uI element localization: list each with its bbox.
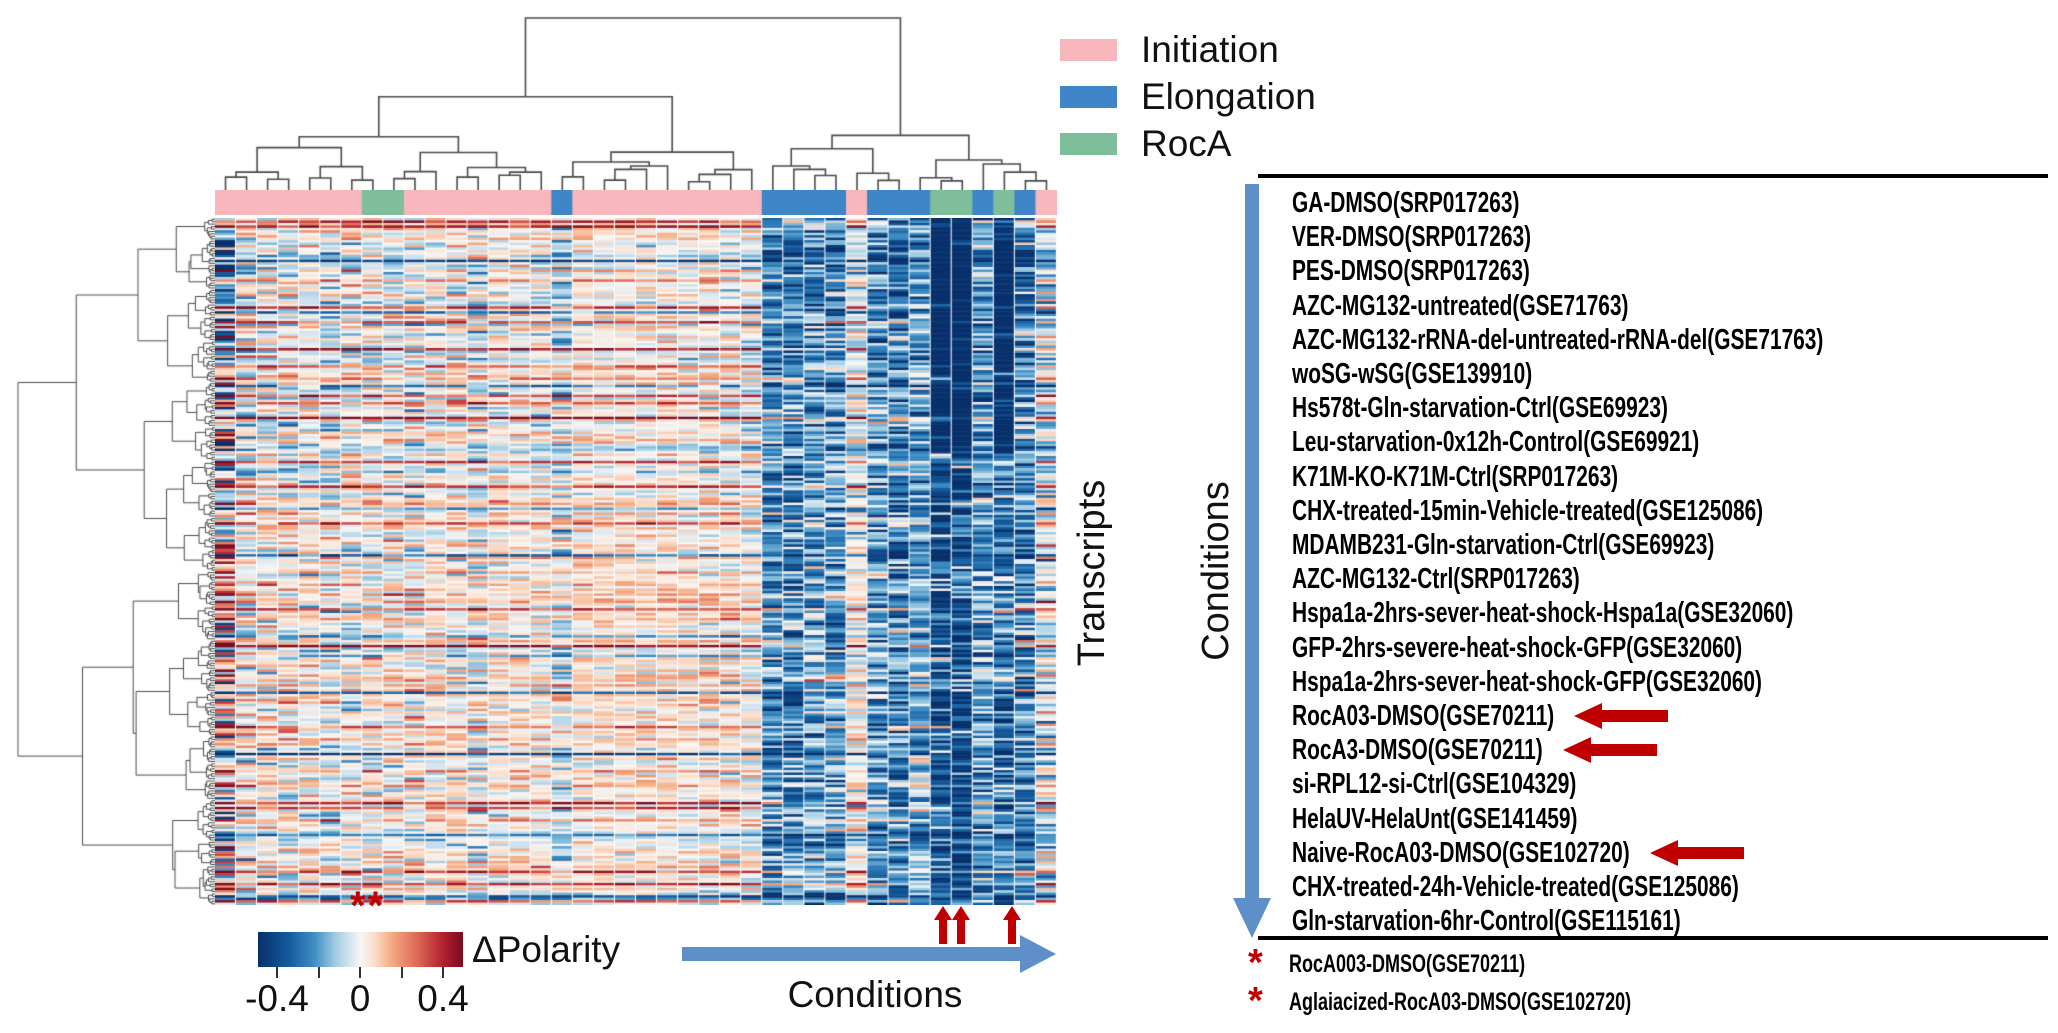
condition-label: GA-DMSO(SRP017263) — [1292, 187, 1520, 219]
condition-list-item: AZC-MG132-Ctrl(SRP017263) — [1292, 562, 1692, 596]
starred-condition-row: Aglaiacized-RocA03-DMSO(GSE102720) — [1289, 988, 1764, 1017]
conditions-axis-label-bottom: Conditions — [787, 974, 963, 1015]
condition-list-bottom-rule — [1258, 936, 2048, 940]
colorbar-tick — [318, 967, 320, 978]
condition-label: VER-DMSO(SRP017263) — [1292, 221, 1532, 254]
condition-list-item: GFP-2hrs-severe-heat-shock-GFP(GSE32060) — [1292, 631, 1917, 665]
condition-label: AZC-MG132-Ctrl(SRP017263) — [1292, 563, 1580, 596]
column-dendrogram — [215, 8, 1057, 190]
condition-list-item: Hspa1a-2hrs-sever-heat-shock-Hspa1a(GSE3… — [1292, 596, 1988, 630]
condition-list-item: Gln-starvation-6hr-Control(GSE115161) — [1292, 904, 1832, 938]
condition-label: si-RPL12-si-Ctrl(GSE104329) — [1292, 768, 1577, 801]
transcripts-axis-label: Transcripts — [1070, 479, 1113, 667]
significance-star-icon: * — [1248, 942, 1263, 984]
condition-label: woSG-wSG(GSE139910) — [1292, 358, 1533, 390]
significance-star-icon: * — [1248, 980, 1263, 1022]
legend-label-roca: RocA — [1141, 123, 1232, 164]
condition-label: PES-DMSO(SRP017263) — [1292, 255, 1530, 288]
condition-label: Gln-starvation-6hr-Control(GSE115161) — [1292, 905, 1681, 938]
starred-condition-row: RocA003-DMSO(GSE70211) — [1289, 950, 1617, 979]
condition-list-item: RocA3-DMSO(GSE70211) — [1292, 733, 1657, 767]
highlight-left-arrow-icon — [1574, 703, 1669, 729]
condition-label: RocA3-DMSO(GSE70211) — [1292, 734, 1543, 767]
roca-swatch-icon — [1060, 133, 1117, 155]
initiation-swatch-icon — [1060, 39, 1117, 61]
colorbar-gradient — [258, 932, 463, 967]
condition-list-item: AZC-MG132-rRNA-del-untreated-rRNA-del(GS… — [1292, 323, 2030, 357]
highlight-up-arrow-icon — [1003, 906, 1021, 944]
highlight-left-arrow-icon — [1649, 839, 1744, 866]
condition-list-item: PES-DMSO(SRP017263) — [1292, 254, 1622, 288]
colorbar-tick-label-max: 0.4 — [417, 978, 469, 1019]
highlight-left-arrow-icon — [1562, 737, 1657, 764]
condition-label: RocA03-DMSO(GSE70211) — [1292, 700, 1555, 732]
condition-list-item: Hs578t-Gln-starvation-Ctrl(GSE69923) — [1292, 391, 1814, 425]
row-dendrogram — [10, 218, 215, 905]
condition-label: K71M-KO-K71M-Ctrl(SRP017263) — [1292, 460, 1619, 493]
legend-item-roca: RocA — [1060, 123, 1231, 165]
colorbar-significance-marks: ** — [350, 884, 386, 928]
heatmap-canvas — [215, 218, 1057, 905]
condition-label: HelaUV-HelaUnt(GSE141459) — [1292, 802, 1578, 835]
conditions-flow-arrow-right-icon — [682, 935, 1056, 973]
condition-list-item: HelaUV-HelaUnt(GSE141459) — [1292, 802, 1689, 836]
condition-list-item: CHX-treated-24h-Vehicle-treated(GSE12508… — [1292, 870, 1913, 904]
condition-list-top-rule — [1258, 174, 2048, 178]
starred-condition-label: Aglaiacized-RocA03-DMSO(GSE102720) — [1289, 988, 1632, 1016]
starred-condition-label: RocA003-DMSO(GSE70211) — [1289, 950, 1526, 978]
condition-list-item: si-RPL12-si-Ctrl(GSE104329) — [1292, 767, 1687, 801]
condition-label: Hspa1a-2hrs-sever-heat-shock-GFP(GSE3206… — [1292, 665, 1763, 698]
condition-list-item: MDAMB231-Gln-starvation-Ctrl(GSE69923) — [1292, 528, 1879, 562]
legend-label-initiation: Initiation — [1141, 29, 1279, 70]
colorbar-tick-label-min: -0.4 — [245, 978, 309, 1019]
condition-label: MDAMB231-Gln-starvation-Ctrl(GSE69923) — [1292, 529, 1715, 561]
condition-list-item: GA-DMSO(SRP017263) — [1292, 186, 1608, 220]
condition-list-item: Naive-RocA03-DMSO(GSE102720) — [1292, 836, 1761, 870]
highlight-up-arrow-icon — [952, 906, 970, 944]
legend-item-initiation: Initiation — [1060, 29, 1279, 71]
highlight-up-arrow-icon — [934, 906, 952, 944]
condition-list-item: CHX-treated-15min-Vehicle-treated(GSE125… — [1292, 494, 1946, 528]
condition-label: Hspa1a-2hrs-sever-heat-shock-Hspa1a(GSE3… — [1292, 597, 1794, 630]
condition-label: GFP-2hrs-severe-heat-shock-GFP(GSE32060) — [1292, 631, 1743, 664]
condition-list-item: woSG-wSG(GSE139910) — [1292, 357, 1626, 391]
condition-list-item: Hspa1a-2hrs-sever-heat-shock-GFP(GSE3206… — [1292, 665, 1945, 699]
conditions-flow-arrow-down-icon — [1233, 184, 1271, 938]
condition-list-item: Leu-starvation-0x12h-Control(GSE69921) — [1292, 425, 1858, 459]
condition-label: Naive-RocA03-DMSO(GSE102720) — [1292, 836, 1630, 869]
condition-label: Leu-starvation-0x12h-Control(GSE69921) — [1292, 426, 1700, 459]
legend-item-elongation: Elongation — [1060, 76, 1316, 118]
condition-label: AZC-MG132-rRNA-del-untreated-rRNA-del(GS… — [1292, 323, 1824, 356]
condition-list-item: RocA03-DMSO(GSE70211) — [1292, 699, 1669, 733]
condition-label: CHX-treated-24h-Vehicle-treated(GSE12508… — [1292, 871, 1739, 903]
colorbar-tick — [276, 967, 278, 978]
elongation-swatch-icon — [1060, 86, 1117, 108]
colorbar-tick — [359, 967, 361, 978]
colorbar-tick — [401, 967, 403, 978]
colorbar-title: ΔPolarity — [472, 929, 621, 970]
condition-label: AZC-MG132-untreated(GSE71763) — [1292, 289, 1629, 322]
condition-label: CHX-treated-15min-Vehicle-treated(GSE125… — [1292, 494, 1764, 527]
condition-list-item: K71M-KO-K71M-Ctrl(SRP017263) — [1292, 460, 1745, 494]
condition-list-item: VER-DMSO(SRP017263) — [1292, 220, 1624, 254]
column-group-annotation-strip — [215, 190, 1057, 215]
condition-label: Hs578t-Gln-starvation-Ctrl(GSE69923) — [1292, 392, 1668, 425]
colorbar-tick — [442, 967, 444, 978]
legend-label-elongation: Elongation — [1141, 76, 1316, 117]
colorbar-tick-label-zero: 0 — [349, 978, 371, 1019]
condition-list-item: AZC-MG132-untreated(GSE71763) — [1292, 289, 1759, 323]
